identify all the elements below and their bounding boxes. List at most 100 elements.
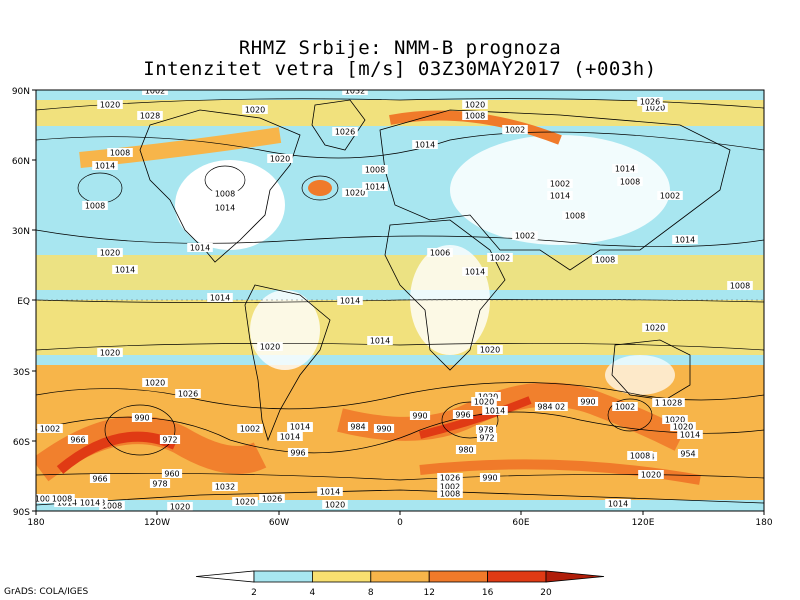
coastline-antarctica <box>36 489 764 506</box>
colorbar-label: 12 <box>423 588 434 598</box>
coastlines <box>36 99 764 506</box>
pressure-label-bg <box>612 164 638 173</box>
pressure-label-bg <box>159 435 181 444</box>
calm-area-asia <box>450 135 670 245</box>
pressure-label-bg <box>267 154 293 163</box>
pressure-label-bg <box>477 345 503 354</box>
isobar-low-atlantic <box>301 175 339 201</box>
pressure-label: 978 <box>152 480 167 489</box>
colorbar: 2 4 8 12 16 20 <box>195 570 605 598</box>
pressure-label: 984 <box>537 403 552 412</box>
pressure-label: 1026 <box>640 98 660 107</box>
isobar-3 <box>36 229 764 248</box>
pressure-label: 1014 <box>680 431 700 440</box>
coastline-greenland <box>311 99 366 151</box>
pressure-label: 1008 <box>440 490 460 499</box>
pressure-label-bg <box>92 161 118 170</box>
pressure-label-bg <box>471 397 497 406</box>
pressure-label-bg <box>342 90 368 95</box>
pressure-label: 1008 <box>85 202 105 211</box>
pressure-label-bg <box>502 125 528 134</box>
pressure-label-bg <box>97 100 123 109</box>
pressure-label-bg <box>131 413 153 422</box>
longitude-axis: 180 120W 60W 0 60E 120E 180 <box>27 511 773 528</box>
lat-label: 60S <box>13 438 30 448</box>
lon-label: 120E <box>632 518 655 528</box>
pressure-label-bg <box>642 103 668 112</box>
pressure-label: 1002 <box>550 180 570 189</box>
coastline-eurasia <box>379 109 731 271</box>
pressure-label-bg <box>97 348 123 357</box>
pressure-label: 1020 <box>260 343 280 352</box>
pressure-label: 996 <box>455 411 470 420</box>
pressure-label-bg <box>592 255 618 264</box>
pressure-label-bg <box>452 410 474 419</box>
pressure-label: 1008 <box>102 502 122 511</box>
pressure-label: 1020 <box>645 324 665 333</box>
pressure-label-bg <box>37 424 63 433</box>
pressure-label: 1002 <box>660 192 680 201</box>
pressure-label-bg <box>67 435 89 444</box>
coastline-south-america <box>244 284 331 442</box>
pressure-label: 996 <box>290 449 305 458</box>
pressure-label-bg <box>476 433 498 442</box>
pressure-label: 1002 <box>440 483 460 492</box>
pressure-label: 1014 <box>550 192 570 201</box>
pressure-label-bg <box>332 127 358 136</box>
colorbar-label: 2 <box>251 588 257 598</box>
pressure-label: 954 <box>680 450 695 459</box>
pressure-label: 1020 <box>474 398 494 407</box>
pressure-label: 1014 <box>675 236 695 245</box>
colorbar-segment <box>428 570 489 583</box>
pressure-label: 1014 <box>465 268 485 277</box>
credit-text: GrADS: COLA/IGES <box>4 587 89 597</box>
pressure-label-bg <box>617 177 643 186</box>
pressure-label: 1026 <box>440 474 460 483</box>
jet-core-cyclone-atlantic <box>308 180 332 196</box>
pressure-label: 1002 <box>40 425 60 434</box>
pressure-label-bg <box>161 469 183 478</box>
pressure-label-bg <box>89 474 111 483</box>
pressure-label-bg <box>142 378 168 387</box>
pressure-label-bg <box>212 189 238 198</box>
lon-label: 180 <box>27 518 44 528</box>
pressure-label: 1020 <box>100 249 120 258</box>
isobar-5 <box>36 342 764 351</box>
pressure-label-bg <box>612 402 638 411</box>
latitude-axis: 90N 60N 30N EQ 30S 60S 90S <box>12 87 36 518</box>
pressure-label: 1028 <box>662 399 682 408</box>
pressure-label-bg <box>342 188 368 197</box>
pressure-label: 1002 <box>615 403 635 412</box>
pressure-label-bg <box>367 336 393 345</box>
pressure-label-bg <box>638 470 664 479</box>
pressure-label-bg <box>97 248 123 257</box>
lat-label: EQ <box>17 297 30 307</box>
pressure-label: 1008 <box>565 212 585 221</box>
pressure-label: 1020 <box>480 346 500 355</box>
pressure-label-bg <box>212 203 238 212</box>
isobar-low-south-indian-east <box>607 398 653 432</box>
pressure-label: 1008 <box>365 166 385 175</box>
pressure-label-bg <box>362 165 388 174</box>
colorbar-segment <box>311 570 372 583</box>
pressure-label-bg <box>547 179 573 188</box>
colorbar-label: 4 <box>310 588 316 598</box>
pressure-label: 1014 <box>370 337 390 346</box>
pressure-label: 1002 <box>145 87 165 96</box>
pressure-label-layer: 1032103210201028102610201020100810021020… <box>36 87 753 511</box>
pressure-label: 1014 <box>415 141 435 150</box>
pressure-label-bg <box>479 473 501 482</box>
pressure-label: 966 <box>70 436 85 445</box>
pressure-label-bg <box>437 482 463 491</box>
pressure-label-bg <box>257 342 283 351</box>
pressure-label-bg <box>167 502 193 511</box>
pressure-label-bg <box>482 406 508 415</box>
pressure-label: 1014 <box>95 162 115 171</box>
pressure-label: 1028 <box>140 112 160 121</box>
pressure-label-bg <box>577 397 599 406</box>
pressure-label-bg <box>175 389 201 398</box>
pressure-label-bg <box>462 111 488 120</box>
pressure-label: 978 <box>478 426 493 435</box>
pressure-label: 1008 <box>595 256 615 265</box>
